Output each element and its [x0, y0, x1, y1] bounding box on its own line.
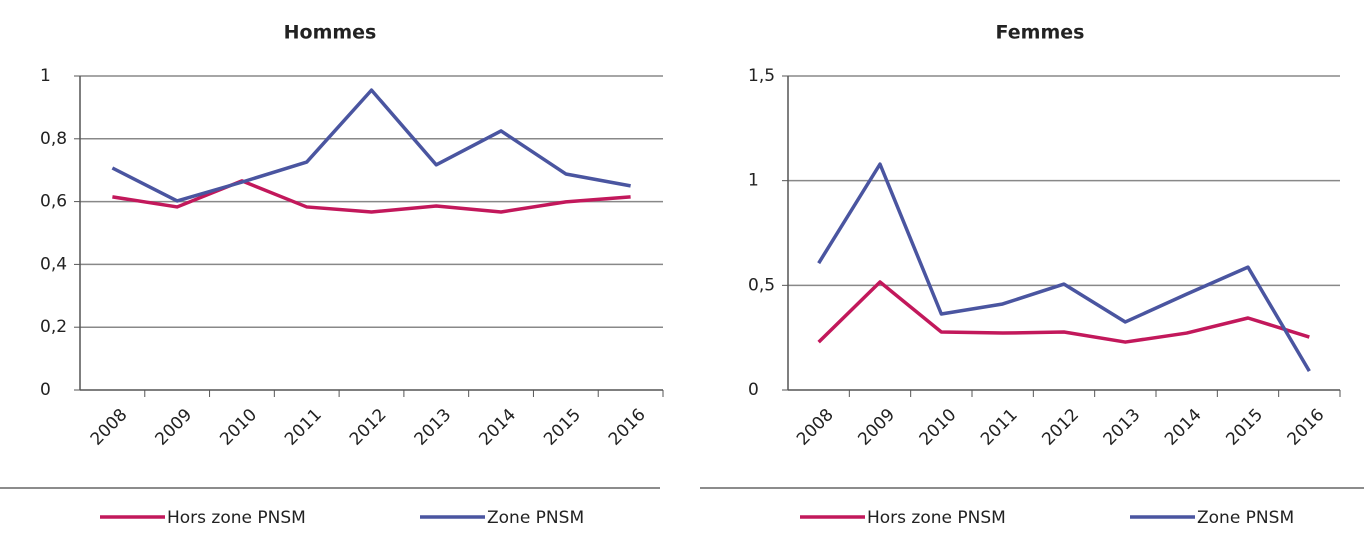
- x-tick-label: 2011: [977, 405, 1022, 450]
- x-tick-label: 2009: [854, 405, 899, 450]
- x-tick-label: 2016: [1284, 405, 1329, 450]
- x-tick-label: 2014: [1161, 405, 1206, 450]
- legend-label: Zone PNSM: [487, 508, 584, 528]
- x-tick-label: 2013: [411, 405, 456, 450]
- x-tick-label: 2015: [540, 405, 585, 450]
- y-tick-label: 0,5: [748, 275, 775, 295]
- x-tick-label: 2010: [916, 405, 961, 450]
- y-tick-label: 0: [40, 380, 51, 400]
- legend-label: Hors zone PNSM: [167, 508, 306, 528]
- y-tick-label: 1: [748, 171, 759, 191]
- y-tick-label: 0,6: [40, 192, 67, 212]
- x-tick-label: 2013: [1100, 405, 1145, 450]
- x-tick-label: 2012: [1038, 405, 1083, 450]
- x-tick-label: 2012: [346, 405, 391, 450]
- chart-title: Femmes: [996, 22, 1085, 44]
- x-tick-label: 2008: [87, 405, 132, 450]
- x-tick-label: 2011: [281, 405, 326, 450]
- y-tick-label: 0,8: [40, 129, 67, 149]
- chart-title: Hommes: [284, 22, 377, 44]
- x-tick-label: 2008: [793, 405, 838, 450]
- legend-label: Hors zone PNSM: [867, 508, 1006, 528]
- series-line: [111, 88, 631, 203]
- y-tick-label: 0,2: [40, 317, 67, 337]
- y-tick-label: 1,5: [748, 66, 775, 86]
- y-tick-label: 1: [40, 66, 51, 86]
- x-tick-label: 2014: [475, 405, 520, 450]
- x-tick-label: 2010: [216, 405, 261, 450]
- series-line: [817, 280, 1310, 344]
- series-line: [112, 179, 631, 214]
- x-tick-label: 2015: [1222, 405, 1267, 450]
- x-tick-label: 2016: [605, 405, 650, 450]
- legend-label: Zone PNSM: [1197, 508, 1294, 528]
- series-line: [817, 162, 1311, 373]
- y-tick-label: 0: [748, 380, 759, 400]
- x-tick-label: 2009: [152, 405, 197, 450]
- y-tick-label: 0,4: [40, 254, 67, 274]
